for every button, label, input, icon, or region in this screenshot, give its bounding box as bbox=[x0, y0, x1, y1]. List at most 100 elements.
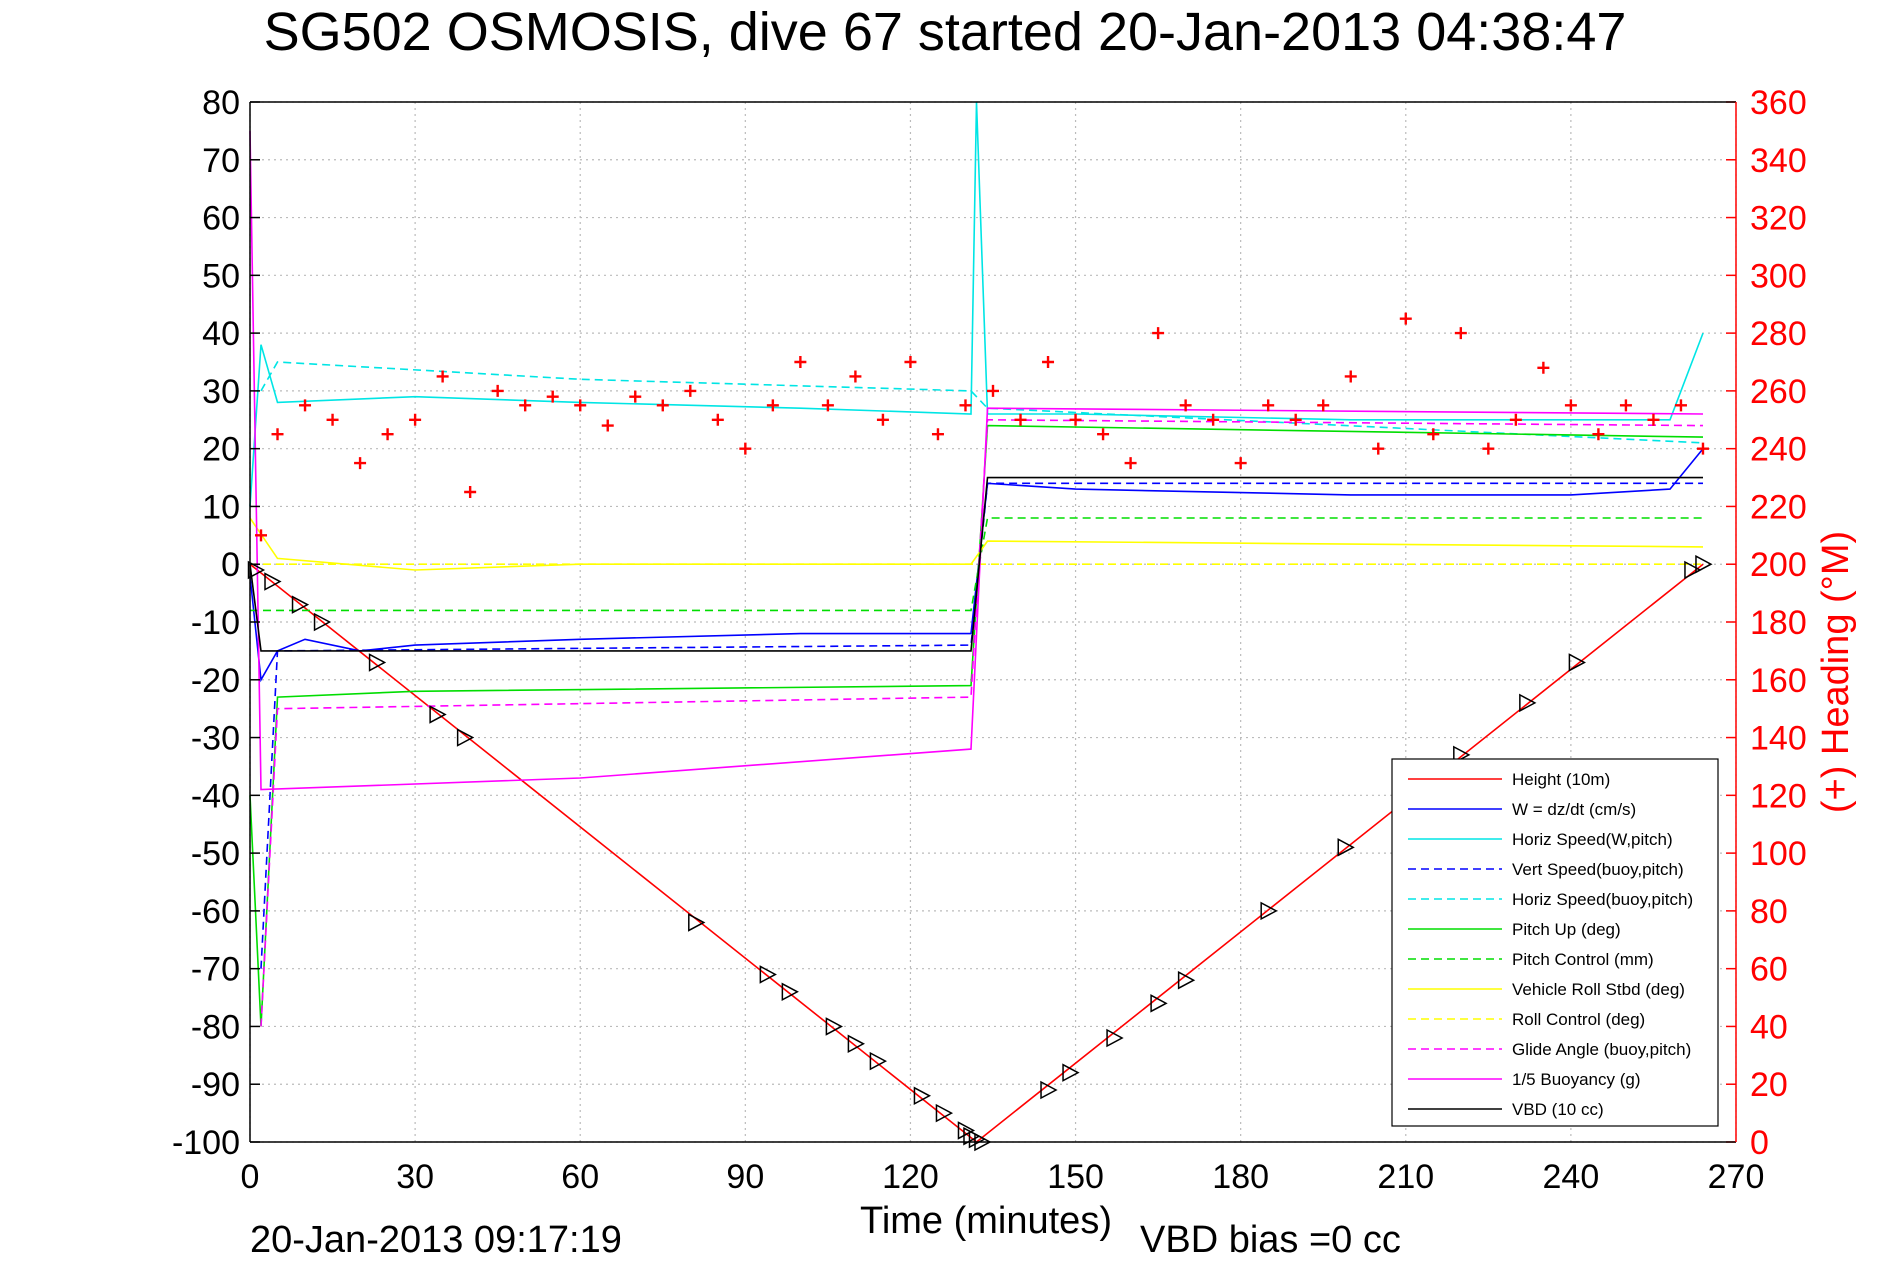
right-y-tick-label: 280 bbox=[1750, 315, 1807, 353]
right-y-tick-label: 100 bbox=[1750, 835, 1807, 873]
legend-box bbox=[1391, 758, 1719, 1127]
heading-marker bbox=[1454, 327, 1467, 340]
heading-marker bbox=[629, 390, 642, 403]
vbd-marker bbox=[825, 1017, 843, 1036]
y-tick-label: 60 bbox=[202, 200, 240, 238]
heading-marker bbox=[1124, 457, 1137, 470]
vbd-marker bbox=[1040, 1080, 1058, 1100]
y-tick-label: -80 bbox=[191, 1008, 240, 1046]
vbd-marker bbox=[957, 1121, 976, 1140]
heading-marker bbox=[1509, 413, 1522, 426]
legend-label-3: Horiz Speed(W,pitch) bbox=[1512, 830, 1673, 849]
y-tick-label: 10 bbox=[202, 488, 240, 526]
heading-marker bbox=[904, 356, 917, 368]
heading-marker bbox=[711, 413, 724, 426]
heading-marker bbox=[1344, 370, 1357, 383]
y-tick-label: -70 bbox=[191, 951, 240, 989]
footer-vbd-bias: VBD bias =0 cc bbox=[1140, 1219, 1401, 1261]
series-line-10 bbox=[260, 418, 1704, 1027]
x-tick-label: 60 bbox=[561, 1158, 599, 1196]
right-y-tick-label: 240 bbox=[1750, 431, 1807, 469]
legend-label-9: Roll Control (deg) bbox=[1512, 1010, 1645, 1029]
heading-marker bbox=[1564, 399, 1577, 412]
series-line-5 bbox=[260, 361, 1704, 444]
heading-marker bbox=[1674, 399, 1687, 412]
series-line-3 bbox=[249, 101, 1704, 507]
y-tick-label: 50 bbox=[202, 257, 240, 295]
heading-marker bbox=[1317, 399, 1330, 412]
vbd-marker bbox=[291, 595, 310, 614]
y-tick-label: 80 bbox=[202, 84, 240, 122]
right-y-tick-label: 140 bbox=[1750, 720, 1807, 758]
x-tick-label: 180 bbox=[1212, 1158, 1269, 1196]
heading-marker bbox=[931, 428, 944, 441]
vbd-marker bbox=[759, 965, 777, 984]
vbd-marker bbox=[247, 560, 266, 580]
heading-marker bbox=[766, 399, 779, 412]
heading-marker bbox=[739, 442, 752, 455]
vbd-marker bbox=[313, 612, 332, 632]
right-y-tick-label: 260 bbox=[1750, 373, 1807, 411]
y-tick-label: -60 bbox=[191, 893, 240, 931]
y-tick-label: 40 bbox=[202, 315, 240, 353]
x-tick-label: 30 bbox=[396, 1158, 434, 1196]
legend-label-7: Pitch Control (mm) bbox=[1512, 950, 1654, 969]
right-y-tick-label: 360 bbox=[1750, 84, 1807, 122]
heading-marker bbox=[1069, 413, 1082, 426]
vbd-marker bbox=[1062, 1063, 1080, 1082]
heading-marker bbox=[436, 370, 449, 383]
legend-label-10: Glide Angle (buoy,pitch) bbox=[1512, 1040, 1691, 1059]
x-tick-label: 270 bbox=[1708, 1158, 1765, 1196]
x-tick-label: 120 bbox=[882, 1158, 939, 1196]
right-y-tick-label: 300 bbox=[1750, 257, 1807, 295]
vbd-marker bbox=[688, 913, 706, 932]
heading-marker bbox=[876, 413, 889, 426]
legend: Height (10m) W = dz/dt (cm/s) Horiz Speed(… bbox=[1391, 758, 1719, 1127]
right-y-tick-label: 0 bbox=[1750, 1124, 1769, 1162]
heading-marker bbox=[464, 486, 477, 498]
heading-marker bbox=[1179, 399, 1192, 412]
heading-marker bbox=[1289, 413, 1302, 426]
right-y-tick-label: 220 bbox=[1750, 488, 1807, 526]
y-tick-label: -20 bbox=[191, 662, 240, 700]
vbd-marker bbox=[781, 982, 799, 1002]
series-line-7 bbox=[250, 517, 1703, 612]
x-tick-label: 210 bbox=[1377, 1158, 1434, 1196]
x-axis-ticks: 0 30 60 90 120 150 180 210 240 270 bbox=[241, 1158, 1765, 1196]
right-y-tick-label: 340 bbox=[1750, 142, 1807, 180]
heading-marker bbox=[1234, 457, 1247, 470]
heading-marker bbox=[1014, 413, 1027, 426]
heading-marker bbox=[794, 356, 807, 368]
vbd-marker bbox=[456, 728, 475, 747]
y-tick-label: 20 bbox=[202, 431, 240, 469]
heading-marker bbox=[1696, 442, 1709, 455]
y-tick-label: -50 bbox=[191, 835, 240, 873]
heading-marker bbox=[381, 428, 394, 441]
y-tick-label: -90 bbox=[191, 1066, 240, 1104]
heading-marker bbox=[1482, 442, 1495, 455]
vbd-marker bbox=[1150, 994, 1168, 1013]
heading-marker bbox=[987, 384, 999, 397]
y-tick-label: -40 bbox=[191, 777, 240, 815]
right-y-axis-label: (+) Heading (°M) bbox=[1815, 531, 1857, 813]
legend-label-2: W = dz/dt (cm/s) bbox=[1512, 800, 1636, 819]
series-line-4 bbox=[260, 482, 1703, 969]
vbd-marker bbox=[913, 1086, 932, 1106]
heading-marker bbox=[1399, 312, 1412, 325]
y-tick-label: -10 bbox=[191, 604, 240, 642]
heading-marker bbox=[491, 384, 504, 397]
heading-marker bbox=[684, 384, 697, 397]
heading-marker bbox=[821, 399, 834, 412]
heading-marker bbox=[1427, 428, 1440, 441]
right-y-tick-label: 160 bbox=[1750, 662, 1807, 700]
vbd-marker bbox=[368, 653, 387, 672]
vbd-marker bbox=[1695, 554, 1713, 574]
y-tick-label: -30 bbox=[191, 720, 240, 758]
plot-frame bbox=[249, 101, 1737, 1143]
right-y-tick-label: 200 bbox=[1750, 546, 1807, 584]
heading-marker bbox=[1262, 399, 1275, 412]
legend-label-4: Vert Speed(buoy,pitch) bbox=[1512, 860, 1684, 879]
vbd-marker bbox=[1106, 1028, 1124, 1048]
right-y-tick-label: 60 bbox=[1750, 951, 1788, 989]
